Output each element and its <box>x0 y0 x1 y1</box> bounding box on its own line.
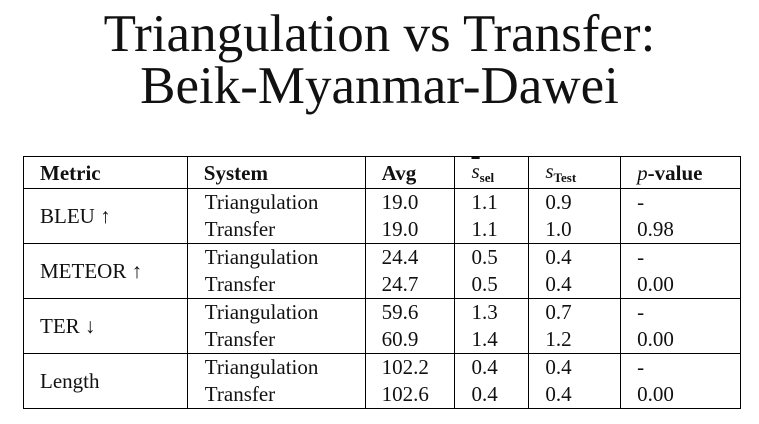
cell-system: Triangulation <box>186 298 366 326</box>
cell-avg: 102.2 <box>364 353 456 381</box>
cell-s-test: 0.4 <box>528 271 622 299</box>
metric-meteor: METEOR ↑ <box>23 243 188 299</box>
cell-system: Triangulation <box>186 188 366 216</box>
header-p-italic: p <box>637 160 648 185</box>
header-s-test-base: s <box>545 159 554 183</box>
table-row: BLEU ↑ Triangulation 19.0 1.1 0.9 - <box>23 188 741 244</box>
table-header-row: Metric System Avg ssel sTest p-value <box>23 156 741 189</box>
cell-system: Transfer <box>186 271 366 299</box>
header-s-test: sTest <box>528 156 622 189</box>
cell-system: Transfer <box>186 216 366 244</box>
cell-s-test: 0.4 <box>528 243 622 271</box>
cell-s-sel: 1.1 <box>454 188 530 216</box>
cell-avg: 24.7 <box>364 271 456 299</box>
table-row: Transfer 24.7 0.5 0.4 0.00 <box>24 271 741 299</box>
header-s-sel-base: s <box>471 159 480 183</box>
cell-avg: 59.6 <box>364 298 456 326</box>
metric-bleu: BLEU ↑ <box>23 188 188 244</box>
cell-p-value: - <box>620 188 741 216</box>
cell-system: Triangulation <box>186 243 366 271</box>
cell-s-test: 1.2 <box>528 326 622 354</box>
cell-s-sel: 0.4 <box>454 353 530 381</box>
cell-s-test: 0.9 <box>528 188 622 216</box>
cell-system: Transfer <box>186 381 366 409</box>
cell-p-value: - <box>620 353 741 381</box>
table-row: Transfer 60.9 1.4 1.2 0.00 <box>24 326 741 354</box>
cell-avg: 60.9 <box>364 326 456 354</box>
header-avg: Avg <box>364 156 456 189</box>
page-title: Triangulation vs Transfer: Beik-Myanmar-… <box>0 5 759 115</box>
cell-p-value: 0.98 <box>620 216 741 244</box>
header-s-sel: ssel <box>454 156 530 189</box>
header-metric: Metric <box>23 156 188 189</box>
header-s-test-sub: Test <box>553 170 577 185</box>
cell-avg: 19.0 <box>364 216 456 244</box>
cell-s-test: 0.7 <box>528 298 622 326</box>
cell-p-value: 0.00 <box>620 326 741 354</box>
cell-p-value: - <box>620 243 741 271</box>
cell-s-sel: 1.4 <box>454 326 530 354</box>
header-p-rest: -value <box>647 160 703 185</box>
cell-s-test: 0.4 <box>528 353 622 381</box>
cell-p-value: 0.00 <box>620 381 741 409</box>
metric-ter: TER ↓ <box>23 298 188 354</box>
cell-p-value: - <box>620 298 741 326</box>
table-row: METEOR ↑ Triangulation 24.4 0.5 0.4 - <box>23 243 741 299</box>
cell-s-sel: 0.4 <box>454 381 530 409</box>
title-line-1: Triangulation vs Transfer: <box>103 5 656 63</box>
cell-s-test: 0.4 <box>528 381 622 409</box>
header-system: System <box>186 156 366 189</box>
header-s-sel-sub: sel <box>479 170 495 185</box>
cell-s-sel: 1.3 <box>454 298 530 326</box>
cell-avg: 19.0 <box>364 188 456 216</box>
cell-s-sel: 0.5 <box>454 271 530 299</box>
cell-system: Triangulation <box>186 353 366 381</box>
cell-avg: 24.4 <box>364 243 456 271</box>
results-table: Metric System Avg ssel sTest p-value BLE… <box>23 156 741 409</box>
cell-s-sel: 1.1 <box>454 216 530 244</box>
table-row: Transfer 102.6 0.4 0.4 0.00 <box>24 381 741 409</box>
table-row: TER ↓ Triangulation 59.6 1.3 0.7 - <box>23 298 741 354</box>
metric-length: Length <box>23 353 188 409</box>
cell-s-sel: 0.5 <box>454 243 530 271</box>
table-row: Transfer 19.0 1.1 1.0 0.98 <box>24 216 741 244</box>
table-row: Length Triangulation 102.2 0.4 0.4 - <box>23 353 741 409</box>
header-p-value: p-value <box>620 156 741 189</box>
cell-avg: 102.6 <box>364 381 456 409</box>
cell-system: Transfer <box>186 326 366 354</box>
title-line-2: Beik-Myanmar-Dawei <box>140 57 619 115</box>
cell-s-test: 1.0 <box>528 216 622 244</box>
cell-p-value: 0.00 <box>620 271 741 299</box>
